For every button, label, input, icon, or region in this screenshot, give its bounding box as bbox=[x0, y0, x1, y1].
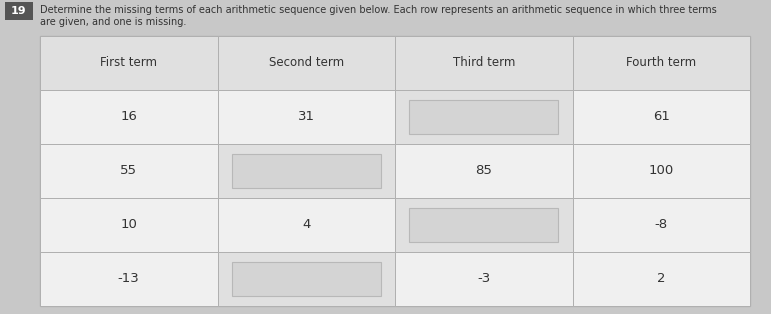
Bar bbox=[40, 252, 217, 306]
Bar bbox=[217, 198, 395, 252]
FancyBboxPatch shape bbox=[232, 154, 381, 188]
Text: 100: 100 bbox=[648, 165, 674, 177]
FancyBboxPatch shape bbox=[232, 262, 381, 296]
Text: 55: 55 bbox=[120, 165, 137, 177]
Bar bbox=[217, 36, 395, 90]
Bar bbox=[40, 198, 217, 252]
Text: Determine the missing terms of each arithmetic sequence given below. Each row re: Determine the missing terms of each arit… bbox=[40, 5, 717, 15]
Bar bbox=[40, 36, 217, 90]
Text: 2: 2 bbox=[657, 273, 665, 285]
Bar bbox=[573, 144, 750, 198]
Text: First term: First term bbox=[100, 57, 157, 69]
Text: 10: 10 bbox=[120, 219, 137, 231]
Bar bbox=[40, 90, 217, 144]
Bar bbox=[395, 144, 573, 198]
Bar bbox=[40, 36, 750, 306]
Bar bbox=[573, 252, 750, 306]
Bar bbox=[573, 90, 750, 144]
FancyBboxPatch shape bbox=[409, 208, 558, 242]
Text: Third term: Third term bbox=[453, 57, 515, 69]
Text: 85: 85 bbox=[475, 165, 492, 177]
Bar bbox=[395, 252, 573, 306]
Text: 31: 31 bbox=[298, 111, 315, 123]
FancyBboxPatch shape bbox=[409, 100, 558, 134]
Text: -8: -8 bbox=[655, 219, 668, 231]
Text: Fourth term: Fourth term bbox=[626, 57, 696, 69]
Bar bbox=[573, 36, 750, 90]
Text: -3: -3 bbox=[477, 273, 490, 285]
Bar bbox=[217, 144, 395, 198]
Bar bbox=[40, 144, 217, 198]
Text: 19: 19 bbox=[12, 6, 27, 16]
Bar bbox=[5, 2, 33, 20]
Bar bbox=[395, 198, 573, 252]
Text: 61: 61 bbox=[653, 111, 670, 123]
Text: -13: -13 bbox=[118, 273, 140, 285]
Text: Second term: Second term bbox=[268, 57, 344, 69]
Text: are given, and one is missing.: are given, and one is missing. bbox=[40, 17, 187, 27]
Bar bbox=[217, 252, 395, 306]
Text: 4: 4 bbox=[302, 219, 311, 231]
Bar bbox=[395, 90, 573, 144]
Bar bbox=[573, 198, 750, 252]
Bar bbox=[395, 36, 573, 90]
Text: 16: 16 bbox=[120, 111, 137, 123]
Bar bbox=[217, 90, 395, 144]
